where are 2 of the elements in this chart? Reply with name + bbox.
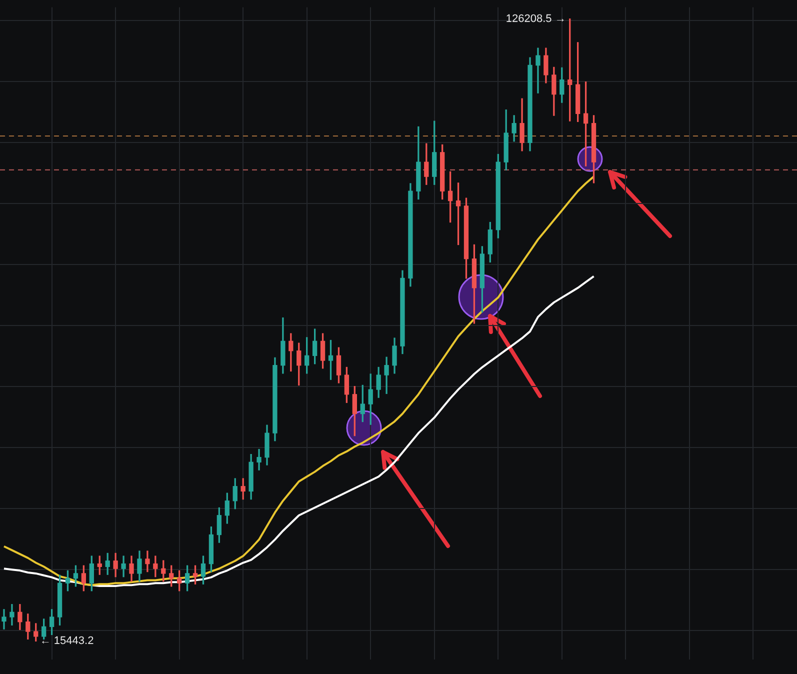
annotation: 126208.5 →	[506, 12, 566, 25]
annotation: ← 15443.2	[40, 635, 94, 648]
